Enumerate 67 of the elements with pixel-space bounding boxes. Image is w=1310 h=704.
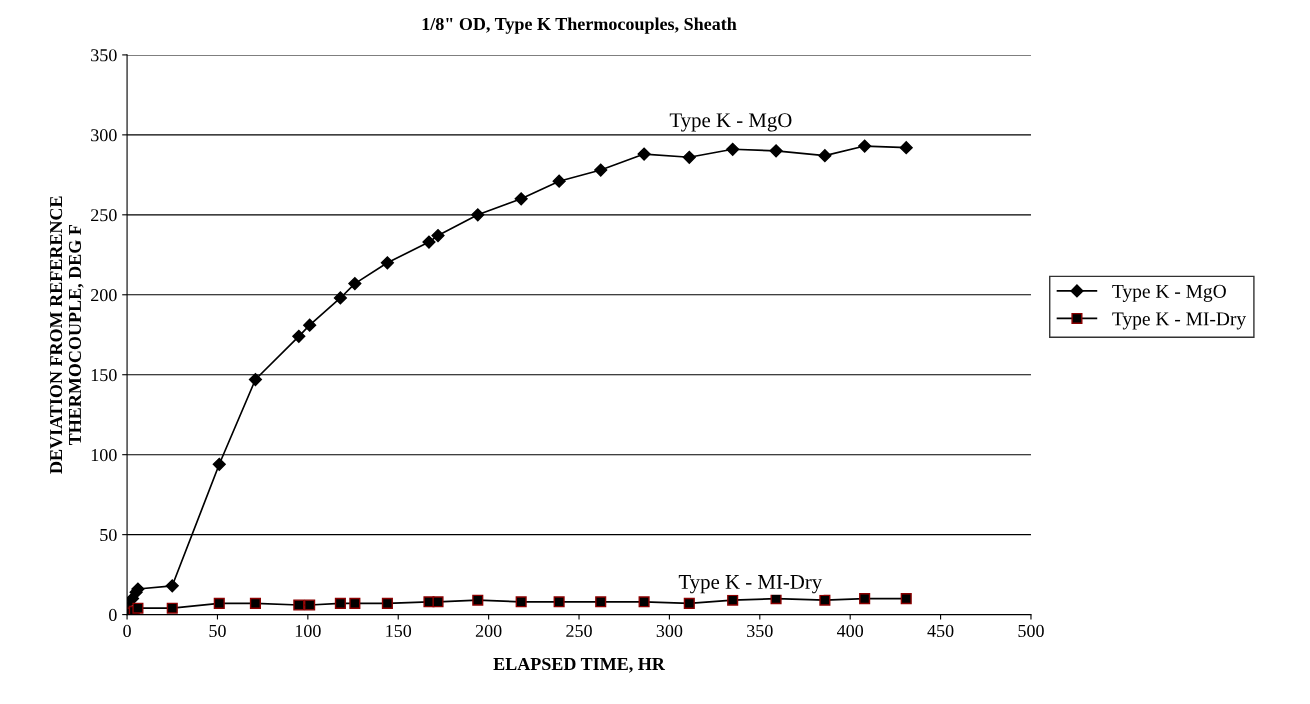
x-tick-label: 450: [927, 624, 954, 638]
x-axis-title: ELAPSED TIME, HR: [493, 657, 666, 673]
point: [212, 457, 226, 471]
point: [683, 597, 695, 609]
point: [165, 579, 179, 593]
point: [431, 229, 445, 243]
point: [726, 142, 740, 156]
point: [819, 594, 831, 606]
point: [552, 174, 566, 188]
point: [303, 318, 317, 332]
point: [900, 593, 912, 605]
point: [166, 602, 178, 614]
y-tick-label: 250: [91, 209, 117, 222]
x-tick-label: 150: [386, 624, 412, 638]
point: [637, 147, 651, 161]
point: [595, 596, 607, 608]
point: [249, 597, 261, 609]
annotation: Type K - MgO: [669, 113, 792, 132]
point: [769, 144, 783, 158]
x-tick-label: 400: [837, 624, 864, 638]
y-tick-label: 200: [91, 289, 117, 302]
point: [334, 597, 346, 609]
annotation: Type K - MI-Dry: [678, 575, 823, 594]
point: [292, 329, 306, 343]
point: [213, 597, 225, 609]
point: [348, 276, 362, 291]
point: [515, 596, 527, 608]
legend-label: Type K - MI-Dry: [1112, 312, 1247, 330]
x-tick-label: 300: [656, 624, 683, 638]
chart-title: 1/8" OD, Type K Thermocouples, Sheath: [422, 17, 737, 34]
x-tick-label: 250: [566, 624, 592, 638]
point: [304, 599, 316, 611]
point: [380, 256, 394, 270]
point: [349, 597, 361, 609]
point: [432, 596, 444, 608]
y-tick-label: 300: [91, 129, 117, 142]
point: [514, 192, 528, 206]
y-tick-label: 100: [91, 448, 117, 462]
point: [293, 599, 305, 611]
x-tick-label: 500: [1018, 624, 1044, 638]
y-axis-title: DEVIATION FROM REFERENCE THERMOCOUPLE, DEG F: [50, 196, 84, 474]
point: [682, 150, 696, 164]
point: [422, 235, 436, 249]
point: [472, 594, 484, 606]
point: [859, 593, 871, 605]
y-tick-label: 150: [91, 368, 117, 382]
point: [858, 139, 872, 153]
point: [727, 594, 739, 606]
x-tick-label: 350: [747, 624, 773, 638]
point: [818, 149, 832, 163]
point: [381, 597, 393, 609]
x-tick-label: 200: [475, 624, 502, 638]
point: [594, 163, 608, 177]
legend-label: Type K - MgO: [1112, 284, 1226, 302]
point: [333, 291, 347, 305]
point: [553, 596, 565, 608]
x-tick-label: 50: [209, 624, 226, 638]
y-tick-label: 0: [109, 608, 117, 622]
x-tick-label: 0: [123, 624, 131, 638]
y-tick-label: 350: [91, 49, 117, 62]
y-tick-label: 50: [100, 528, 117, 542]
point: [471, 208, 485, 222]
point: [248, 372, 263, 387]
point: [638, 596, 650, 608]
point: [899, 141, 913, 155]
point: [132, 602, 144, 614]
x-tick-label: 100: [295, 624, 321, 638]
